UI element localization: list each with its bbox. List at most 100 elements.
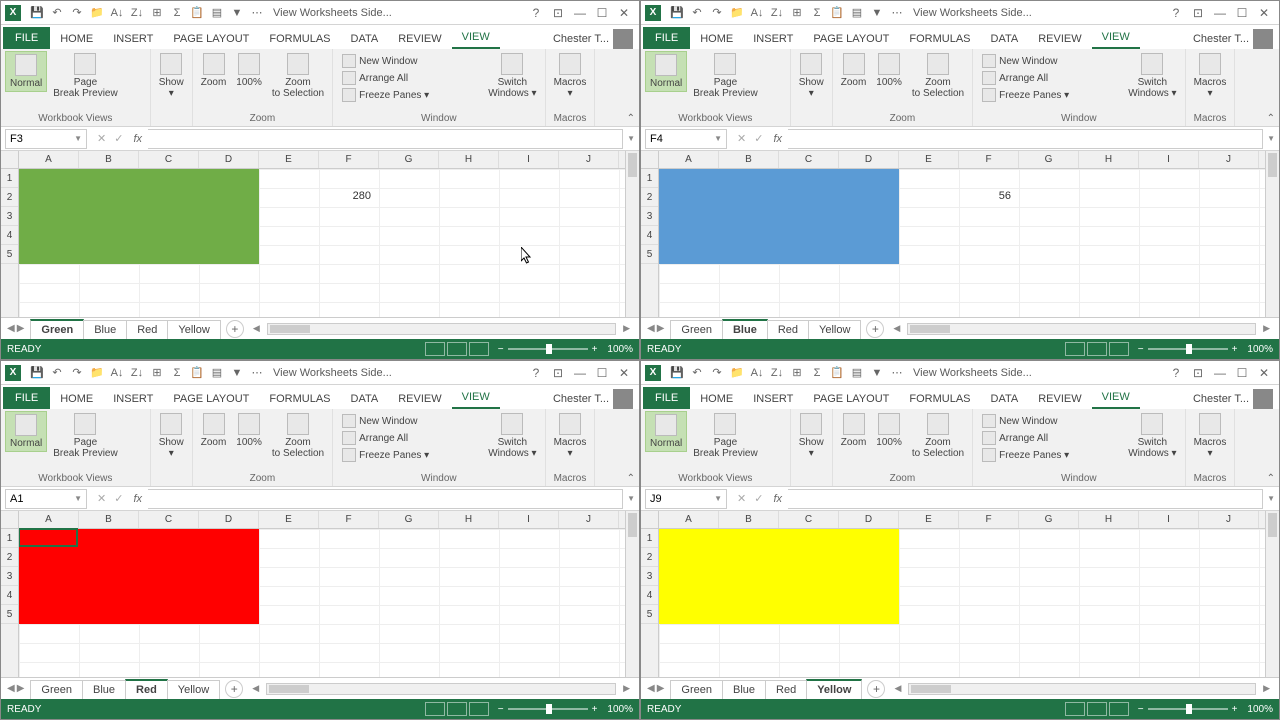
excel-icon[interactable]: X — [5, 365, 21, 381]
avatar[interactable] — [613, 389, 633, 409]
arrange-all-button[interactable]: Arrange All — [979, 70, 1072, 86]
sheet-nav-icon[interactable]: ◀ — [7, 683, 15, 694]
column-header[interactable]: B — [79, 151, 139, 168]
close-icon[interactable]: ✕ — [1253, 364, 1275, 382]
normal-button[interactable]: Normal — [645, 411, 687, 452]
column-header[interactable]: B — [719, 151, 779, 168]
column-header[interactable]: C — [779, 511, 839, 528]
sheet-tab-red[interactable]: Red — [767, 320, 809, 339]
select-all-corner[interactable] — [1, 151, 18, 169]
column-header[interactable]: F — [959, 151, 1019, 168]
ribbon-tab-file[interactable]: FILE — [3, 27, 50, 49]
row-header[interactable]: 1 — [641, 529, 658, 548]
name-box[interactable]: F4▼ — [645, 129, 727, 149]
new-sheet-button[interactable]: + — [226, 320, 244, 338]
qat-undo-icon[interactable]: ↶ — [687, 3, 707, 23]
switch-windows--button[interactable]: SwitchWindows ▾ — [484, 51, 540, 101]
column-header[interactable]: A — [659, 151, 719, 168]
ribbon-display-icon[interactable]: ⊡ — [1187, 364, 1209, 382]
page-break-preview-button[interactable]: PageBreak Preview — [49, 51, 121, 101]
macros--button[interactable]: Macros▾ — [550, 51, 591, 101]
qat-undo-icon[interactable]: ↶ — [47, 363, 67, 383]
window-tool-icon[interactable] — [438, 53, 456, 71]
qat-sum-icon[interactable]: Σ — [807, 363, 827, 383]
window-tool-icon[interactable] — [438, 451, 456, 469]
formula-expand-icon[interactable]: ▼ — [623, 134, 639, 143]
row-header[interactable]: 4 — [1, 226, 18, 245]
view-mode-button[interactable] — [1065, 342, 1085, 356]
qat-filter-b-icon[interactable]: ▼ — [867, 363, 887, 383]
ribbon-tab-insert[interactable]: INSERT — [743, 29, 803, 49]
macros--button[interactable]: Macros▾ — [550, 411, 591, 461]
qat-filter-a-icon[interactable]: ▤ — [207, 363, 227, 383]
sheet-tab-blue[interactable]: Blue — [722, 319, 768, 339]
horizontal-scrollbar[interactable]: ◀▶ — [244, 323, 639, 335]
normal-button[interactable]: Normal — [645, 51, 687, 92]
window-tool-icon[interactable] — [1078, 53, 1096, 71]
column-header[interactable]: D — [839, 511, 899, 528]
ribbon-tab-view[interactable]: VIEW — [452, 27, 500, 49]
view-mode-button[interactable] — [425, 342, 445, 356]
sheet-nav-icon[interactable]: ◀ — [647, 683, 655, 694]
sheet-tab-green[interactable]: Green — [30, 680, 83, 699]
column-header[interactable]: A — [19, 511, 79, 528]
ribbon-tab-home[interactable]: HOME — [50, 389, 103, 409]
column-header[interactable]: J — [1199, 511, 1259, 528]
window-tool-icon[interactable] — [438, 72, 456, 90]
ribbon-tab-data[interactable]: DATA — [981, 389, 1029, 409]
column-header[interactable]: G — [379, 511, 439, 528]
fx-icon[interactable]: fx — [773, 493, 788, 505]
window-tool-icon[interactable] — [1102, 53, 1120, 71]
user-name[interactable]: Chester T... — [1193, 389, 1277, 409]
qat-filter-a-icon[interactable]: ▤ — [207, 3, 227, 23]
zoom-value[interactable]: 100% — [607, 704, 633, 715]
window-tool-icon[interactable] — [1102, 91, 1120, 109]
cell-grid[interactable]: 56 — [659, 169, 1265, 317]
column-header[interactable]: A — [19, 151, 79, 168]
cancel-icon[interactable]: ✕ — [97, 132, 106, 145]
formula-expand-icon[interactable]: ▼ — [623, 494, 639, 503]
row-header[interactable]: 3 — [641, 567, 658, 586]
column-header[interactable]: B — [719, 511, 779, 528]
ribbon-tab-data[interactable]: DATA — [981, 29, 1029, 49]
help-icon[interactable]: ? — [525, 364, 547, 382]
avatar[interactable] — [1253, 29, 1273, 49]
column-header[interactable]: E — [899, 151, 959, 168]
view-mode-button[interactable] — [1109, 702, 1129, 716]
row-header[interactable]: 1 — [641, 169, 658, 188]
column-header[interactable]: E — [899, 511, 959, 528]
row-header[interactable]: 5 — [641, 605, 658, 624]
row-header[interactable]: 5 — [1, 605, 18, 624]
zoom-button[interactable]: Zoom — [837, 411, 871, 450]
new-sheet-button[interactable]: + — [866, 320, 884, 338]
ribbon-tab-formulas[interactable]: FORMULAS — [899, 29, 980, 49]
maximize-icon[interactable]: ☐ — [591, 4, 613, 22]
ribbon-display-icon[interactable]: ⊡ — [547, 364, 569, 382]
collapse-ribbon-icon[interactable]: ⌃ — [1267, 473, 1275, 484]
sheet-tab-blue[interactable]: Blue — [722, 680, 766, 699]
arrange-all-button[interactable]: Arrange All — [979, 430, 1072, 446]
qat-sort-desc-icon[interactable]: Z↓ — [767, 3, 787, 23]
horizontal-scrollbar[interactable]: ◀▶ — [885, 683, 1279, 695]
column-header[interactable]: F — [319, 511, 379, 528]
column-header[interactable]: B — [79, 511, 139, 528]
ribbon-tab-page-layout[interactable]: PAGE LAYOUT — [803, 29, 899, 49]
row-header[interactable]: 3 — [1, 567, 18, 586]
window-tool-icon[interactable] — [438, 413, 456, 431]
--button[interactable]: 100% — [872, 411, 906, 450]
row-header[interactable]: 4 — [1, 586, 18, 605]
zoom-button[interactable]: Zoom — [197, 411, 231, 450]
zoom-control[interactable]: −+100% — [498, 344, 633, 355]
help-icon[interactable]: ? — [1165, 4, 1187, 22]
maximize-icon[interactable]: ☐ — [591, 364, 613, 382]
ribbon-tab-data[interactable]: DATA — [341, 389, 389, 409]
qat-filter-b-icon[interactable]: ▼ — [227, 363, 247, 383]
avatar[interactable] — [613, 29, 633, 49]
row-header[interactable]: 1 — [1, 529, 18, 548]
ribbon-tab-home[interactable]: HOME — [690, 389, 743, 409]
window-tool-icon[interactable] — [462, 432, 480, 450]
column-header[interactable]: H — [439, 151, 499, 168]
qat-sort-desc-icon[interactable]: Z↓ — [127, 3, 147, 23]
formula-input[interactable] — [788, 129, 1263, 149]
ribbon-tab-review[interactable]: REVIEW — [1028, 29, 1091, 49]
